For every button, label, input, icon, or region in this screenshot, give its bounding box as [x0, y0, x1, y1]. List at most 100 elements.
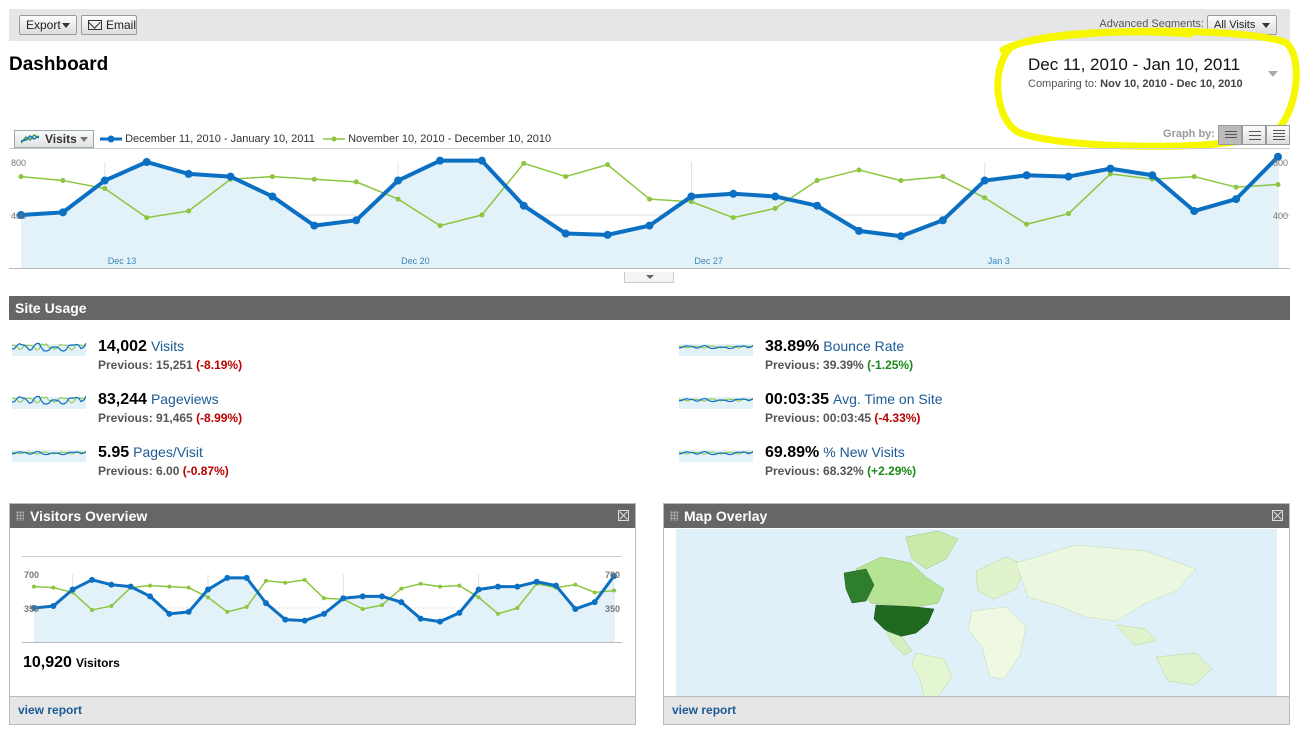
previous-series-point[interactable] — [940, 174, 946, 180]
current-series-point[interactable] — [611, 572, 617, 579]
current-series-point[interactable] — [591, 599, 598, 606]
current-series-point[interactable] — [224, 574, 231, 581]
current-series-point[interactable] — [1232, 195, 1241, 204]
chart-collapse-handle[interactable] — [624, 272, 674, 283]
current-series-point[interactable] — [352, 216, 361, 225]
current-series-point[interactable] — [100, 176, 109, 185]
previous-series-point[interactable] — [244, 605, 249, 610]
current-series-point[interactable] — [17, 211, 25, 219]
previous-series-point[interactable] — [573, 582, 578, 587]
previous-series-point[interactable] — [457, 583, 462, 588]
current-series-point[interactable] — [142, 158, 151, 166]
previous-series-point[interactable] — [18, 174, 24, 180]
sparkline[interactable] — [12, 338, 86, 356]
current-series-point[interactable] — [321, 610, 327, 617]
previous-series-point[interactable] — [856, 167, 862, 173]
previous-series-point[interactable] — [612, 588, 616, 593]
usage-metric-link[interactable]: Pageviews — [150, 391, 219, 407]
previous-series-point[interactable] — [186, 585, 191, 590]
previous-series-point[interactable] — [186, 208, 192, 214]
current-series-point[interactable] — [855, 226, 863, 235]
previous-series-point[interactable] — [109, 604, 114, 609]
visitors-view-report-link[interactable]: view report — [18, 703, 83, 717]
current-series-point[interactable] — [268, 192, 277, 201]
previous-series-point[interactable] — [515, 606, 520, 610]
current-series-point[interactable] — [69, 586, 76, 593]
current-series-point[interactable] — [687, 192, 696, 201]
current-series-point[interactable] — [1064, 172, 1073, 181]
current-series-point[interactable] — [310, 221, 319, 230]
previous-series-point[interactable] — [1066, 211, 1071, 217]
current-series-point[interactable] — [58, 208, 67, 217]
previous-series-point[interactable] — [592, 590, 597, 595]
current-series-point[interactable] — [166, 610, 173, 617]
current-series-point[interactable] — [301, 617, 308, 624]
previous-series-point[interactable] — [60, 178, 66, 184]
previous-series-point[interactable] — [1191, 174, 1197, 180]
previous-series-point[interactable] — [437, 223, 443, 229]
previous-series-point[interactable] — [144, 215, 150, 221]
current-series-point[interactable] — [896, 232, 905, 241]
drag-grip-icon[interactable] — [16, 511, 24, 521]
usage-metric-link[interactable]: Bounce Rate — [823, 338, 905, 354]
current-series-point[interactable] — [417, 615, 424, 622]
previous-series-point[interactable] — [167, 584, 172, 589]
previous-series-point[interactable] — [418, 581, 423, 586]
current-series-point[interactable] — [379, 593, 385, 600]
advanced-segments-select[interactable]: All Visits — [1207, 15, 1277, 35]
current-series-point[interactable] — [475, 586, 482, 593]
world-map[interactable] — [676, 529, 1277, 697]
current-series-point[interactable] — [456, 609, 463, 616]
current-series-point[interactable] — [1148, 171, 1157, 180]
current-series-point[interactable] — [147, 593, 153, 600]
current-series-point[interactable] — [205, 586, 211, 593]
previous-series-point[interactable] — [605, 162, 611, 168]
current-series-point[interactable] — [359, 593, 366, 600]
usage-metric-link[interactable]: % New Visits — [823, 444, 905, 460]
export-button[interactable]: Export — [19, 15, 77, 35]
previous-series-point[interactable] — [102, 186, 108, 191]
previous-series-point[interactable] — [90, 607, 94, 612]
current-series-point[interactable] — [553, 582, 559, 589]
previous-series-point[interactable] — [814, 178, 820, 184]
previous-series-point[interactable] — [563, 174, 569, 180]
previous-series-point[interactable] — [395, 196, 401, 202]
current-series-point[interactable] — [226, 172, 235, 181]
previous-series-point[interactable] — [496, 611, 500, 616]
previous-series-point[interactable] — [1275, 182, 1281, 188]
previous-series-point[interactable] — [898, 178, 904, 184]
previous-series-point[interactable] — [302, 577, 307, 582]
map-view-report-link[interactable]: view report — [672, 703, 737, 717]
previous-series-point[interactable] — [730, 215, 736, 221]
usage-metric-link[interactable]: Pages/Visit — [133, 444, 203, 460]
previous-series-point[interactable] — [311, 176, 317, 182]
previous-series-point[interactable] — [399, 586, 404, 591]
previous-series-point[interactable] — [360, 606, 365, 611]
current-series-point[interactable] — [50, 603, 57, 610]
sparkline[interactable] — [12, 444, 86, 462]
previous-series-point[interactable] — [1107, 171, 1113, 177]
current-series-point[interactable] — [1022, 171, 1031, 180]
current-series-point[interactable] — [771, 192, 780, 201]
previous-series-point[interactable] — [647, 196, 652, 202]
sparkline[interactable] — [679, 338, 753, 356]
current-series-point[interactable] — [185, 608, 192, 615]
previous-series-point[interactable] — [148, 583, 152, 588]
current-series-point[interactable] — [398, 599, 405, 606]
previous-series-point[interactable] — [206, 595, 210, 600]
current-series-point[interactable] — [127, 583, 134, 590]
current-series-point[interactable] — [495, 583, 501, 590]
current-series-point[interactable] — [282, 616, 289, 623]
current-series-point[interactable] — [394, 176, 403, 185]
current-series-point[interactable] — [477, 156, 486, 165]
previous-series-point[interactable] — [982, 195, 988, 201]
previous-series-point[interactable] — [438, 584, 442, 589]
previous-series-point[interactable] — [283, 580, 288, 585]
current-series-point[interactable] — [1190, 207, 1199, 216]
sparkline[interactable] — [679, 444, 753, 462]
previous-series-point[interactable] — [1024, 221, 1030, 227]
previous-series-point[interactable] — [476, 595, 481, 600]
current-series-point[interactable] — [572, 605, 579, 612]
previous-series-point[interactable] — [479, 212, 485, 218]
date-range-picker[interactable]: Dec 11, 2010 - Jan 10, 2011 Comparing to… — [1018, 50, 1290, 100]
